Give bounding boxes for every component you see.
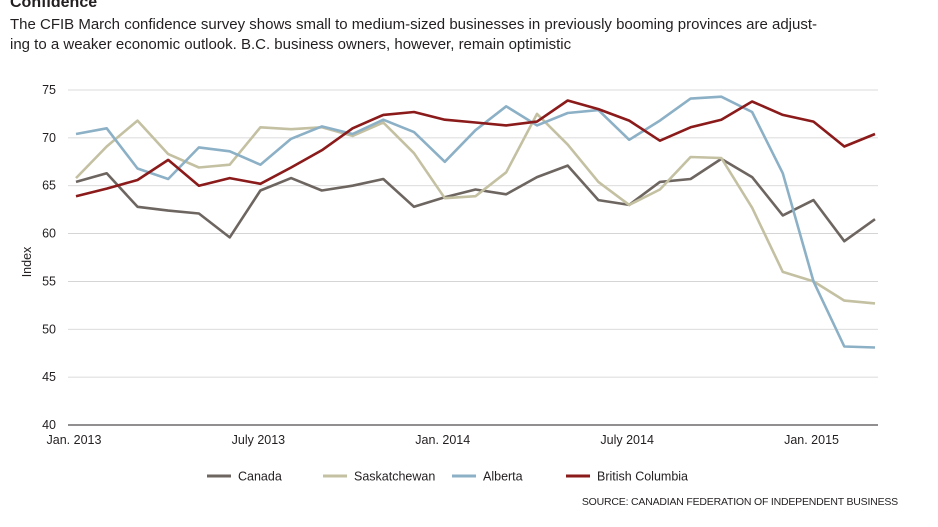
x-tick-label: Jan. 2013 xyxy=(47,433,102,447)
subtitle-line-2: ing to a weaker economic outlook. B.C. b… xyxy=(10,36,572,53)
legend-label: Saskatchewan xyxy=(354,470,435,484)
series-line-british-columbia xyxy=(75,99,876,198)
x-tick-label: July 2014 xyxy=(600,433,654,447)
y-tick-label: 50 xyxy=(42,322,56,336)
y-tick-label: 55 xyxy=(42,274,56,288)
legend-label: Alberta xyxy=(483,470,523,484)
chart-title: Confidence xyxy=(10,0,98,11)
y-tick-label: 70 xyxy=(42,131,56,145)
series-line-canada xyxy=(75,157,876,243)
y-tick-label: 40 xyxy=(42,418,56,432)
y-tick-label: 75 xyxy=(42,83,56,97)
subtitle-line-1: The CFIB March confidence survey shows s… xyxy=(10,16,818,33)
y-tick-label: 65 xyxy=(42,179,56,193)
legend-label: Canada xyxy=(238,470,282,484)
x-tick-label: Jan. 2014 xyxy=(415,433,470,447)
source-note: SOURCE: CANADIAN FEDERATION OF INDEPENDE… xyxy=(581,496,898,508)
x-axis-ticks: Jan. 2013 July 2013 Jan. 2014 July 2014 Jan.… xyxy=(47,433,839,447)
series-line-saskatchewan xyxy=(75,112,876,305)
y-axis-ticks: 40 45 50 55 60 65 70 75 xyxy=(42,83,56,432)
y-axis-label: Index xyxy=(20,246,34,277)
gridlines xyxy=(68,89,878,426)
chart-subtitle: The CFIB March confidence survey shows s… xyxy=(10,15,920,55)
legend: Canada Saskatchewan Alberta British Columbi… xyxy=(207,470,688,484)
y-tick-label: 60 xyxy=(42,227,56,241)
series-line-alberta xyxy=(75,95,876,349)
legend-label: British Columbia xyxy=(597,470,688,484)
series-lines xyxy=(75,95,876,349)
x-tick-label: Jan. 2015 xyxy=(784,433,839,447)
x-tick-label: July 2013 xyxy=(232,433,286,447)
y-tick-label: 45 xyxy=(42,370,56,384)
